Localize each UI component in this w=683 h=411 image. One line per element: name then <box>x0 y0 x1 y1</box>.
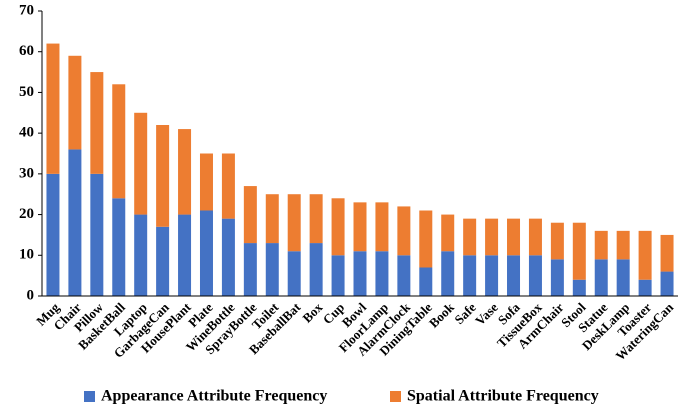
bar-segment <box>199 210 213 296</box>
bar-segment <box>287 194 301 252</box>
bar-segment <box>485 255 499 296</box>
bar-segment <box>397 206 411 256</box>
bar-segment <box>353 202 367 252</box>
bar-segment <box>507 218 521 256</box>
legend-swatch <box>390 391 401 402</box>
y-tick-label: 40 <box>19 125 34 141</box>
y-tick-label: 50 <box>19 84 34 100</box>
bar-segment <box>463 218 477 256</box>
bar-segment <box>572 279 586 296</box>
bar-segment <box>68 55 82 150</box>
bar-segment <box>134 214 148 296</box>
bar-segment <box>528 255 542 296</box>
bar-segment <box>375 251 389 296</box>
bar-segment <box>309 243 323 296</box>
bar-segment <box>419 210 433 268</box>
bar-segment <box>572 222 586 280</box>
bar-segment <box>46 173 60 296</box>
bar-segment <box>660 234 674 272</box>
bar-segment <box>331 255 345 296</box>
bar-segment <box>287 251 301 296</box>
y-tick-label: 0 <box>27 287 35 303</box>
bar-segment <box>507 255 521 296</box>
bar-segment <box>156 226 170 296</box>
bar-segment <box>638 230 652 280</box>
bar-segment <box>134 112 148 215</box>
bar-segment <box>441 214 455 252</box>
bar-segment <box>243 243 257 296</box>
bar-segment <box>112 84 126 199</box>
x-tick-label: Box <box>299 299 325 325</box>
bar-segment <box>616 259 630 296</box>
y-tick-label: 20 <box>19 206 34 222</box>
bar-segment <box>309 194 323 244</box>
bar-segment <box>221 153 235 219</box>
bar-segment <box>90 72 104 174</box>
bar-segment <box>46 43 60 174</box>
bar-segment <box>68 149 82 296</box>
bar-segment <box>550 222 564 260</box>
bar-segment <box>178 129 192 215</box>
y-tick-label: 10 <box>19 247 34 263</box>
bar-segment <box>397 255 411 296</box>
bar-segment <box>331 198 345 256</box>
bar-segment <box>419 267 433 296</box>
bar-segment <box>221 218 235 296</box>
y-tick-label: 30 <box>19 165 34 181</box>
bar-segment <box>112 198 126 296</box>
bar-segment <box>594 230 608 260</box>
bar-segment <box>550 259 564 296</box>
bar-segment <box>90 173 104 296</box>
bar-segment <box>638 279 652 296</box>
bar-segment <box>528 218 542 256</box>
bar-segment <box>243 186 257 244</box>
bar-segment <box>616 230 630 260</box>
bar-segment <box>156 125 170 227</box>
bar-segment <box>594 259 608 296</box>
bar-segment <box>441 251 455 296</box>
legend-label: Appearance Attribute Frequency <box>101 388 327 405</box>
y-tick-label: 60 <box>19 43 34 59</box>
bar-segment <box>353 251 367 296</box>
x-tick-label: Safe <box>451 299 479 327</box>
bar-segment <box>199 153 213 211</box>
bar-segment <box>265 194 279 244</box>
y-tick-label: 70 <box>19 2 34 18</box>
bar-segment <box>375 202 389 252</box>
legend-swatch <box>84 391 95 402</box>
legend-label: Spatial Attribute Frequency <box>407 388 599 405</box>
bar-segment <box>485 218 499 256</box>
bar-segment <box>660 271 674 296</box>
bar-segment <box>265 243 279 296</box>
bar-segment <box>178 214 192 296</box>
bar-segment <box>463 255 477 296</box>
